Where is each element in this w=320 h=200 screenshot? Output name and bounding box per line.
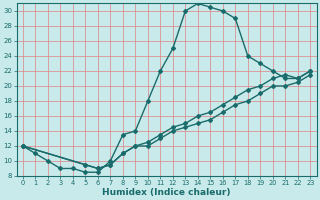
- X-axis label: Humidex (Indice chaleur): Humidex (Indice chaleur): [102, 188, 231, 197]
